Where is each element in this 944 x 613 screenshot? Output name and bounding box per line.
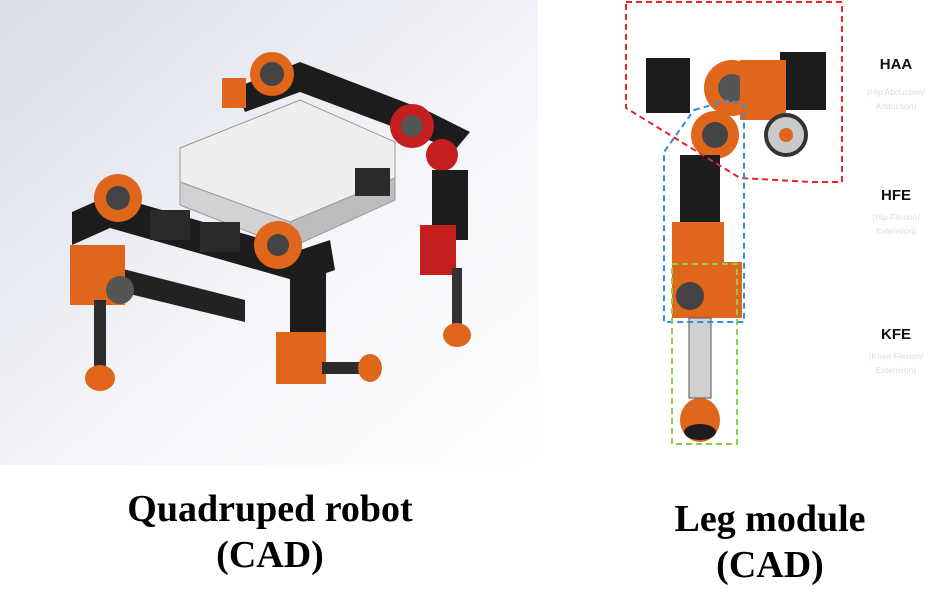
foot <box>85 365 115 391</box>
haa-sublabel: (Hip Abduction/ Adduction) <box>867 87 925 111</box>
hfe-label: HFE <box>881 187 911 204</box>
motor-housing <box>355 168 390 196</box>
leg-caption-line2: (CAD) <box>716 544 824 586</box>
haa-housing <box>740 60 786 120</box>
motor-housing <box>150 210 190 240</box>
shin-rod <box>688 317 712 399</box>
quadruped-cad-render <box>0 0 538 465</box>
shin-rod <box>322 362 366 374</box>
hip-bracket <box>222 78 246 108</box>
hip-gear <box>260 62 284 86</box>
haa-dashed-box <box>625 1 843 183</box>
hfe-thigh-motor <box>680 155 720 235</box>
hip-gear <box>267 234 289 256</box>
kfe-label: KFE <box>881 326 911 343</box>
foot-pad <box>684 424 716 440</box>
leg-caption-line1: Leg module <box>674 498 866 540</box>
shin-rod <box>452 268 462 328</box>
hfe-sublabel: (Hip Flexion/ Extension) <box>872 212 920 236</box>
quadruped-caption: Quadruped robot (CAD) <box>60 486 480 578</box>
knee-joint <box>106 276 134 304</box>
haa-label: HAA <box>879 56 913 73</box>
hfe-joint <box>426 139 458 171</box>
kfe-sublabel: (Knee Flexion/ Extension) <box>868 351 924 375</box>
haa-motor-left <box>646 58 690 113</box>
foot <box>358 354 382 382</box>
hip-gear <box>106 186 130 210</box>
kfe-gear <box>676 282 704 310</box>
leg-module-cad-render <box>646 52 826 442</box>
quadruped-caption-line2: (CAD) <box>216 534 324 576</box>
haa-motor-right <box>780 52 826 110</box>
quadruped-caption-line1: Quadruped robot <box>127 488 413 530</box>
motor-housing <box>200 222 240 252</box>
knee-bracket <box>276 332 326 384</box>
haa-pulley-hub <box>779 128 793 142</box>
knee-bracket <box>420 225 456 275</box>
shin-rod <box>94 300 106 370</box>
hip-gear <box>401 115 423 137</box>
haa-gear <box>718 74 746 102</box>
kfe-dashed-box <box>671 263 738 445</box>
foot <box>443 323 471 347</box>
hfe-gear <box>702 122 728 148</box>
leg-caption: Leg module (CAD) <box>600 496 940 588</box>
